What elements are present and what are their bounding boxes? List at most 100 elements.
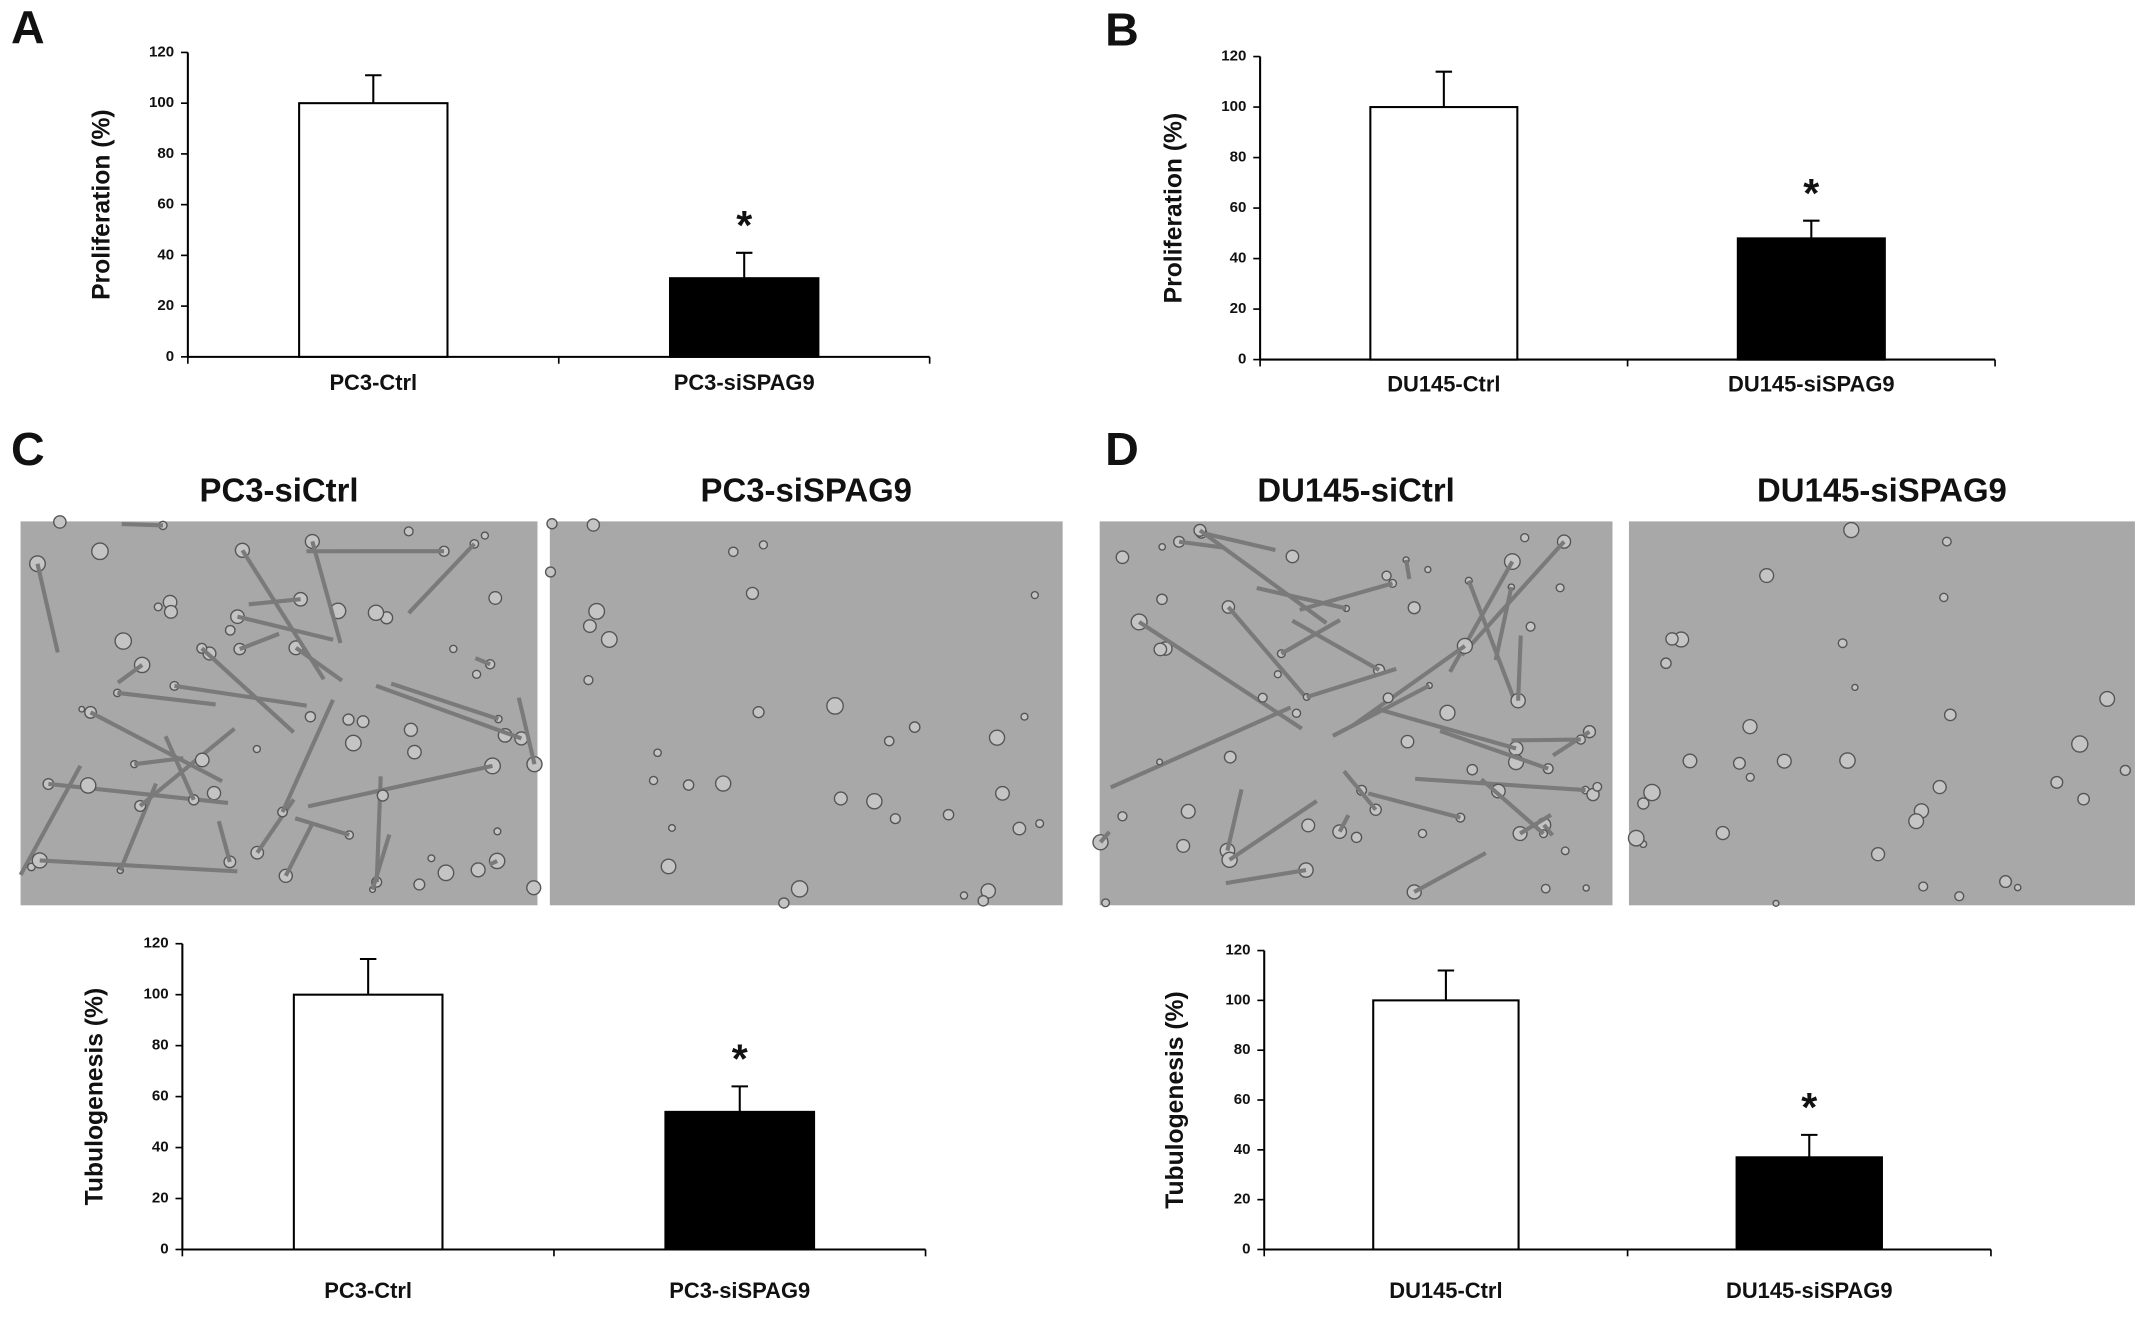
cell-network	[1228, 799, 1318, 862]
y-tick-label: 40	[1234, 1141, 1251, 1158]
cell	[1732, 756, 1746, 770]
cell-network	[370, 833, 392, 891]
bar	[664, 1110, 816, 1251]
cell-network	[1299, 581, 1394, 612]
cell-network	[121, 521, 164, 528]
cell-network	[1493, 586, 1514, 661]
cell-network	[516, 697, 537, 765]
bar	[1735, 1156, 1883, 1251]
y-tick-label: 20	[1230, 300, 1247, 317]
y-axis-label: Proliferation (%)	[1161, 113, 1188, 304]
cell-network	[1226, 605, 1308, 699]
y-tick-label: 20	[1234, 1191, 1251, 1208]
cell	[866, 792, 883, 810]
cell-network	[163, 735, 196, 801]
cell	[667, 823, 676, 832]
cell	[1176, 838, 1191, 853]
cell	[79, 777, 97, 794]
cell-network	[1291, 618, 1381, 672]
cell	[2119, 764, 2131, 777]
cell-network	[407, 542, 476, 615]
cell	[1918, 881, 1929, 892]
cell	[1400, 734, 1415, 749]
cell	[344, 734, 362, 752]
cell	[1772, 899, 1780, 907]
y-tick-label: 80	[157, 145, 174, 162]
bar	[668, 277, 820, 358]
y-tick-label: 80	[1230, 149, 1247, 166]
cell	[1592, 781, 1603, 792]
cell	[1158, 542, 1167, 551]
cell	[480, 531, 490, 540]
cell-network	[375, 683, 523, 741]
cell-network	[390, 681, 500, 722]
cell	[224, 624, 236, 636]
y-tick-label: 20	[152, 1189, 169, 1206]
cell-network	[216, 820, 232, 863]
cell	[1350, 831, 1363, 844]
cell-network	[294, 646, 344, 683]
cell	[1180, 803, 1196, 819]
cell	[714, 775, 732, 792]
cell	[488, 852, 506, 870]
cell	[544, 566, 557, 578]
cell	[826, 697, 844, 715]
y-axis-label: Tubulogenesis (%)	[1162, 991, 1189, 1208]
cell	[407, 744, 422, 760]
y-tick-label: 80	[1234, 1041, 1251, 1058]
micrograph-bg	[1628, 521, 2135, 906]
cell	[1932, 779, 1947, 795]
cell-network	[1480, 777, 1545, 836]
x-tick-label: DU145-Ctrl	[1387, 371, 1500, 396]
cell-network	[200, 646, 296, 734]
y-tick-label: 120	[143, 935, 168, 952]
cell	[1115, 550, 1130, 565]
cell	[493, 827, 502, 836]
y-tick-label: 60	[1230, 199, 1247, 216]
cell	[78, 705, 86, 713]
y-tick-label: 20	[157, 297, 174, 314]
x-tick-label: DU145-siSPAG9	[1726, 1278, 1893, 1303]
cell	[376, 789, 389, 802]
cell	[2077, 792, 2091, 806]
y-tick-label: 60	[1234, 1091, 1251, 1108]
cell	[833, 791, 848, 806]
cell-network	[1256, 585, 1347, 611]
cell	[582, 619, 597, 634]
cell	[1839, 752, 1856, 769]
cell	[1301, 818, 1316, 833]
cell	[1117, 811, 1128, 822]
cell	[1745, 772, 1755, 782]
cell-network	[1516, 635, 1523, 701]
micrograph-title: DU145-siSPAG9	[1757, 471, 2007, 508]
cell-network	[35, 563, 60, 653]
cell-network	[1225, 788, 1244, 852]
cell	[91, 542, 109, 561]
cell	[304, 710, 317, 723]
cell	[1776, 753, 1792, 769]
cell	[660, 858, 677, 875]
cell	[752, 706, 765, 719]
cell	[1466, 763, 1479, 776]
bar	[292, 993, 444, 1251]
cell-network	[1511, 737, 1581, 743]
cell	[942, 808, 955, 821]
cell	[1943, 708, 1957, 722]
y-tick-label: 40	[1230, 250, 1247, 267]
cell	[977, 894, 990, 907]
cell-network	[1375, 706, 1517, 751]
cell	[2050, 775, 2064, 789]
cell-network	[1460, 540, 1566, 657]
cell	[163, 604, 178, 619]
cell	[53, 515, 67, 529]
panel-label: B	[1105, 4, 1139, 56]
cell-network	[1178, 539, 1225, 550]
cell	[1417, 828, 1428, 839]
x-tick-label: PC3-Ctrl	[329, 370, 417, 395]
cell	[1643, 783, 1661, 802]
cell	[1637, 797, 1650, 810]
cell	[2071, 735, 2089, 753]
cell	[488, 591, 503, 605]
cell-network	[1404, 559, 1412, 580]
bar	[298, 102, 449, 358]
